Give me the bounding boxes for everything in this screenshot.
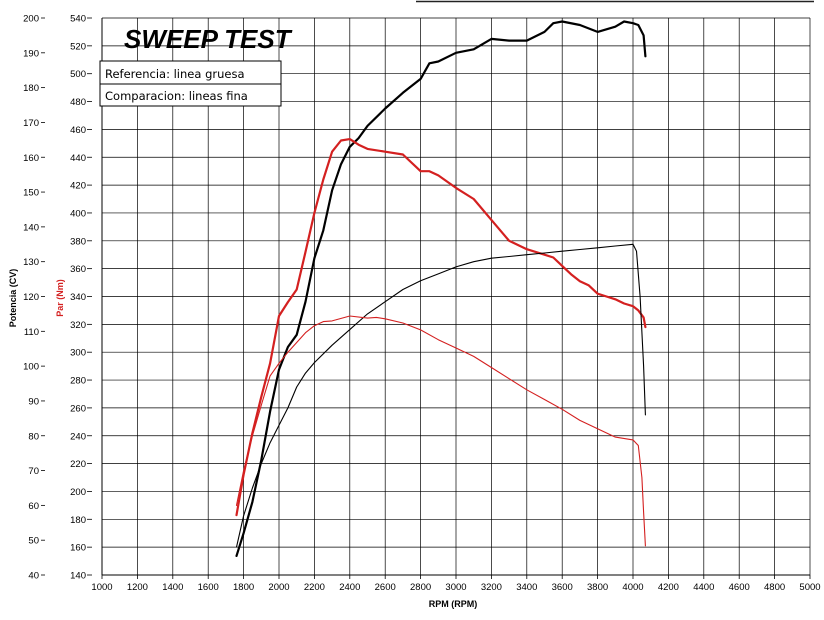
x-tick-label-4800: 4800 bbox=[764, 582, 785, 593]
x-tick-label-1000: 1000 bbox=[91, 582, 112, 593]
torque-tick-label-460: 460 bbox=[70, 125, 86, 136]
torque-tick-label-500: 500 bbox=[70, 69, 86, 80]
torque-tick-label-340: 340 bbox=[70, 292, 86, 303]
x-tick-label-1600: 1600 bbox=[198, 582, 219, 593]
y-axis-torque-label: Par (Nm) bbox=[55, 279, 65, 317]
torque-tick-label-540: 540 bbox=[70, 14, 86, 25]
series-line-par-referencia bbox=[235, 138, 647, 517]
legend-entry-reference: Referencia: linea gruesa bbox=[105, 67, 245, 81]
power-tick-label-60: 60 bbox=[28, 501, 39, 512]
power-tick-label-170: 170 bbox=[23, 118, 39, 129]
torque-tick-label-520: 520 bbox=[70, 41, 86, 52]
power-tick-label-180: 180 bbox=[23, 83, 39, 94]
torque-tick-label-200: 200 bbox=[70, 487, 86, 498]
torque-tick-label-220: 220 bbox=[70, 459, 86, 470]
x-tick-label-4200: 4200 bbox=[658, 582, 679, 593]
power-tick-label-150: 150 bbox=[23, 188, 39, 199]
x-tick-label-2200: 2200 bbox=[304, 582, 325, 593]
torque-tick-label-180: 180 bbox=[70, 515, 86, 526]
torque-tick-label-420: 420 bbox=[70, 181, 86, 192]
x-tick-label-2800: 2800 bbox=[410, 582, 431, 593]
x-tick-label-3200: 3200 bbox=[481, 582, 502, 593]
power-tick-label-190: 190 bbox=[23, 48, 39, 59]
x-tick-label-3400: 3400 bbox=[516, 582, 537, 593]
series-line-potencia-comparacion bbox=[235, 243, 646, 548]
torque-tick-label-260: 260 bbox=[70, 403, 86, 414]
power-tick-label-80: 80 bbox=[28, 431, 39, 442]
torque-tick-label-280: 280 bbox=[70, 376, 86, 387]
x-tick-label-2000: 2000 bbox=[268, 582, 289, 593]
grid bbox=[101, 17, 811, 576]
x-tick-label-4600: 4600 bbox=[729, 582, 750, 593]
power-tick-label-70: 70 bbox=[28, 466, 39, 477]
chart-title: SWEEP TEST bbox=[124, 24, 293, 54]
power-tick-label-100: 100 bbox=[23, 362, 39, 373]
series-line-potencia-referencia bbox=[235, 20, 647, 558]
x-tick-label-3600: 3600 bbox=[552, 582, 573, 593]
torque-tick-label-380: 380 bbox=[70, 236, 86, 247]
torque-tick-label-400: 400 bbox=[70, 208, 86, 219]
x-tick-label-4000: 4000 bbox=[622, 582, 643, 593]
x-tick-label-2600: 2600 bbox=[375, 582, 396, 593]
torque-tick-label-300: 300 bbox=[70, 348, 86, 359]
x-axis-ticks: 1000 1200 1400 1600 1800 2000 2200 2400 2600 2800… bbox=[91, 575, 821, 593]
y-axis-power-ticks: 40 50 60 70 80 90 100 110 120 130 140 150 160 170 180 1… bbox=[23, 14, 45, 582]
x-tick-label-5000: 5000 bbox=[799, 582, 820, 593]
power-tick-label-90: 90 bbox=[28, 396, 39, 407]
series-line-par-comparacion bbox=[235, 315, 646, 547]
x-tick-label-1800: 1800 bbox=[233, 582, 254, 593]
torque-tick-label-360: 360 bbox=[70, 264, 86, 275]
x-tick-label-1200: 1200 bbox=[127, 582, 148, 593]
power-tick-label-40: 40 bbox=[28, 571, 39, 582]
torque-tick-label-320: 320 bbox=[70, 320, 86, 331]
series-group bbox=[235, 20, 647, 558]
y-axis-torque-ticks: 140 160 180 200 220 240 260 280 300 320 340 360 380 4… bbox=[70, 14, 92, 582]
x-tick-label-4400: 4400 bbox=[693, 582, 714, 593]
power-tick-label-110: 110 bbox=[24, 327, 39, 338]
torque-tick-label-480: 480 bbox=[70, 97, 86, 108]
power-tick-label-120: 120 bbox=[23, 292, 39, 303]
power-tick-label-50: 50 bbox=[28, 536, 39, 547]
power-tick-label-140: 140 bbox=[23, 222, 39, 233]
power-tick-label-130: 130 bbox=[23, 257, 39, 268]
torque-tick-label-440: 440 bbox=[70, 153, 86, 164]
torque-tick-label-140: 140 bbox=[70, 571, 86, 582]
y-axis-power-label: Potencia (CV) bbox=[8, 269, 18, 328]
x-tick-label-2400: 2400 bbox=[339, 582, 360, 593]
power-tick-label-160: 160 bbox=[23, 153, 39, 164]
legend: Referencia: linea gruesa Comparacion: li… bbox=[99, 60, 282, 107]
legend-entry-comparison: Comparacion: lineas fina bbox=[105, 89, 248, 103]
x-tick-label-3000: 3000 bbox=[445, 582, 466, 593]
power-tick-label-200: 200 bbox=[23, 14, 39, 25]
torque-tick-label-240: 240 bbox=[70, 431, 86, 442]
x-tick-label-1400: 1400 bbox=[162, 582, 183, 593]
x-tick-label-3800: 3800 bbox=[587, 582, 608, 593]
torque-tick-label-160: 160 bbox=[70, 543, 86, 554]
x-axis-label: RPM (RPM) bbox=[429, 599, 478, 609]
